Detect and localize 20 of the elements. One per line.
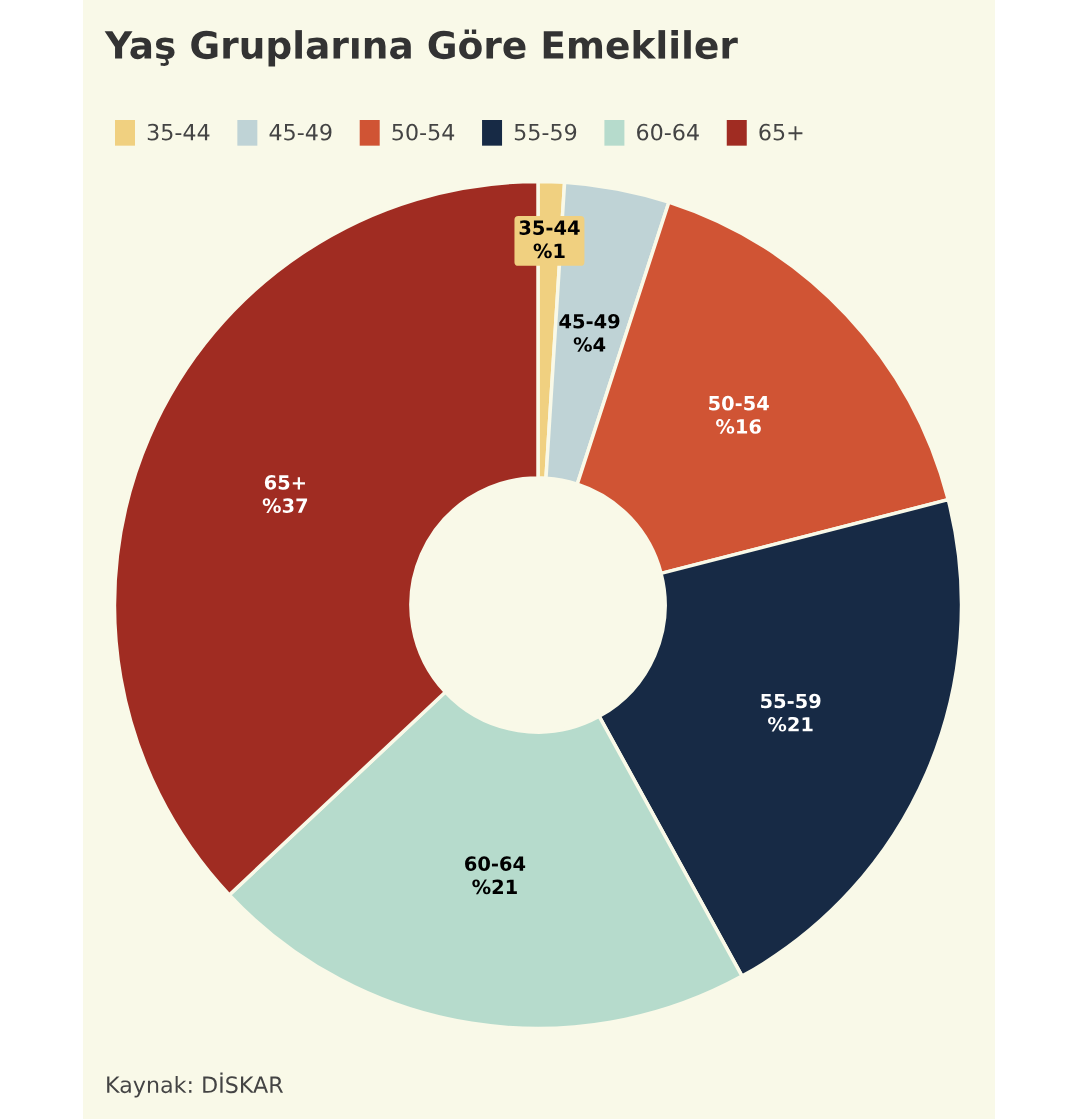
data-label: %16 — [716, 419, 761, 434]
slice-label: 45-49 — [559, 313, 620, 329]
slice-label: 60-64 — [465, 856, 526, 871]
data-label: %1 — [533, 243, 565, 259]
slice-label: 35-44 — [519, 220, 580, 235]
legend-label: 50-54 — [392, 123, 455, 141]
legend-label: 45-49 — [269, 123, 332, 141]
legend-label: 35-44 — [147, 123, 210, 141]
text: Kaynak: DİSKAR — [107, 1072, 284, 1098]
data-label: %21 — [472, 879, 517, 895]
legend-label: 55-59 — [514, 123, 577, 141]
slice-label: 55-59 — [761, 693, 821, 709]
legend-label: 65+ — [759, 123, 803, 141]
data-label: %4 — [573, 337, 606, 352]
data-label: %37 — [262, 498, 308, 513]
chart-title: Yaş Gruplarına Göre Emekliler — [104, 29, 738, 67]
data-label: %21 — [768, 716, 813, 732]
legend-label: 60-64 — [637, 123, 699, 141]
slice-label: 65+ — [264, 474, 305, 490]
slice-label: 50-54 — [709, 395, 769, 411]
